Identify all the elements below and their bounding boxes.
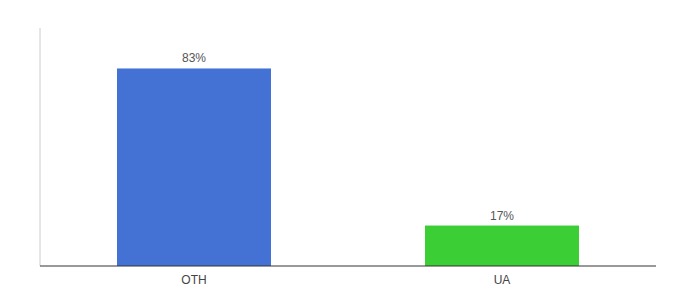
data-labels: 83% 17% xyxy=(182,51,514,222)
data-label: 17% xyxy=(490,209,514,223)
data-label: 83% xyxy=(182,51,206,65)
x-tick-label: UA xyxy=(494,273,511,287)
bars xyxy=(117,68,579,266)
y-axis-line xyxy=(40,28,41,266)
chart-container: OTH UA 83% 17% xyxy=(0,0,680,300)
x-axis-line xyxy=(40,266,656,267)
x-tick-label: OTH xyxy=(181,273,206,287)
chart-svg: OTH UA 83% 17% xyxy=(0,0,680,300)
bar xyxy=(117,68,271,266)
bar xyxy=(425,226,579,266)
